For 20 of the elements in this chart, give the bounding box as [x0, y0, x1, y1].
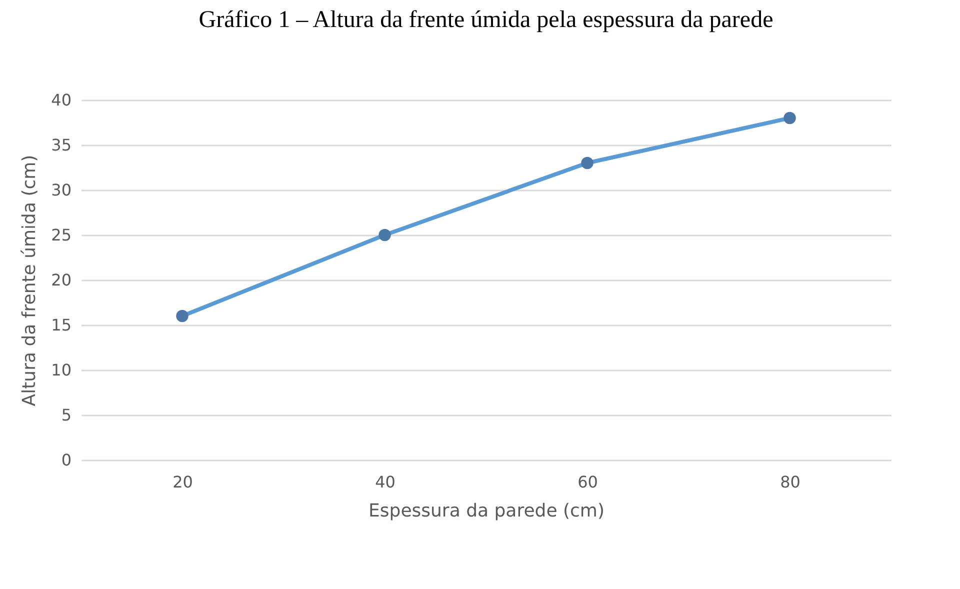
- x-tick-label: 60: [578, 472, 598, 492]
- y-axis-title: Altura da frente úmida (cm): [19, 154, 40, 406]
- y-tick-label: 5: [61, 406, 72, 424]
- point: [784, 112, 796, 124]
- x-tick-label: 20: [172, 472, 193, 492]
- point: [378, 228, 391, 242]
- y-tick-label: 0: [61, 450, 72, 470]
- point: [176, 310, 188, 322]
- y-tick-label: 30: [51, 180, 72, 200]
- point: [581, 156, 594, 170]
- x-axis-title: Espessura da parede (cm): [368, 500, 604, 522]
- y-tick-label: 15: [51, 316, 72, 334]
- y-tick-label: 10: [51, 360, 72, 380]
- y-tick-label: 35: [51, 136, 72, 154]
- y-tick-label: 25: [51, 226, 72, 244]
- x-tick-label: 80: [780, 472, 800, 492]
- x-tick-label: 40: [375, 472, 396, 492]
- y-tick-label: 40: [51, 90, 72, 110]
- chart-title: Gráfico 1 – Altura da frente úmida pela espessura da parede: [198, 7, 774, 33]
- y-tick-label: 20: [51, 270, 72, 290]
